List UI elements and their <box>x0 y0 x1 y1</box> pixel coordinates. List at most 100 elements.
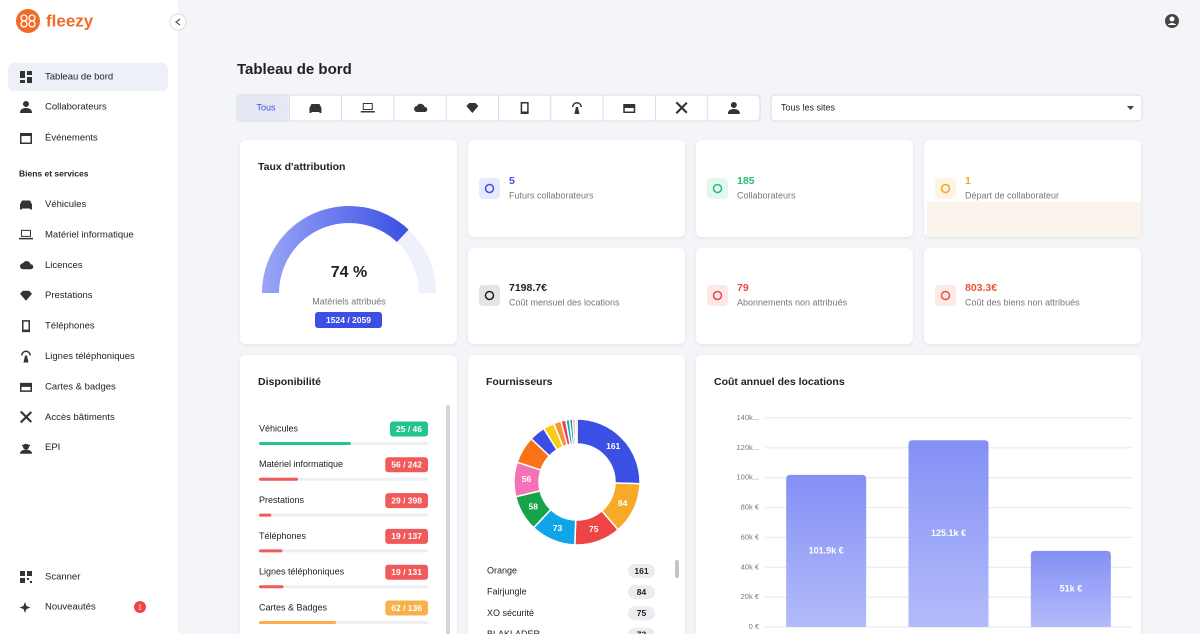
y-tick-label: 100k... <box>736 473 759 482</box>
availability-name: Véhicules <box>259 423 299 433</box>
nav-label[interactable]: Tableau de bord <box>45 72 113 83</box>
availability-name: Prestations <box>259 495 305 505</box>
card-title: Coût annuel des locations <box>714 376 845 388</box>
nav-icon <box>20 571 32 583</box>
availability-name: Lignes téléphoniques <box>259 567 345 577</box>
stat-value: 185 <box>737 175 755 187</box>
y-tick-label: 140k... <box>736 413 759 422</box>
page-title: Tableau de bord <box>237 61 352 78</box>
nav-label[interactable]: Événements <box>45 133 98 144</box>
site-select[interactable] <box>770 94 1143 122</box>
stat-icon <box>484 183 495 194</box>
stat-card <box>924 248 1141 344</box>
nav-label[interactable]: Licences <box>45 260 83 271</box>
nav-icon <box>22 320 30 333</box>
stat-label: Départ de collaborateur <box>965 190 1059 200</box>
suppliers-card <box>468 355 685 634</box>
tab-icon <box>414 103 428 113</box>
nav-label[interactable]: Véhicules <box>45 199 86 210</box>
stat-icon <box>484 290 495 301</box>
availability-pill <box>385 493 428 509</box>
donut-label: 56 <box>522 474 532 484</box>
availability-count: 62 / 136 <box>391 603 422 613</box>
availability-count: 19 / 131 <box>391 567 422 577</box>
gauge-caption: Matériels attribués <box>312 296 386 306</box>
bar-label: 51k € <box>1060 583 1083 593</box>
stat-icon <box>712 183 723 194</box>
stat-card <box>696 248 913 344</box>
availability-count: 25 / 46 <box>396 424 422 434</box>
availability-bar <box>259 621 337 624</box>
stat-label: Abonnements non attribués <box>737 297 848 307</box>
y-tick-label: 0 € <box>749 622 760 631</box>
tab-active-bg <box>237 95 289 121</box>
nav-label[interactable]: Matériel informatique <box>45 229 134 240</box>
availability-pill <box>390 421 428 437</box>
legend-count: 84 <box>637 587 647 597</box>
nav-label[interactable]: Cartes & badges <box>45 381 116 392</box>
nav-label[interactable]: Lignes téléphoniques <box>45 351 135 362</box>
bar <box>786 474 867 627</box>
availability-bar <box>259 477 299 481</box>
tab-icon <box>623 104 636 113</box>
nav-icon <box>20 101 32 113</box>
gauge-value: 74 % <box>331 264 367 281</box>
badge <box>134 601 146 613</box>
nav-icon <box>19 229 33 240</box>
y-tick-label: 120k... <box>736 443 759 452</box>
stat-value: 5 <box>509 175 515 187</box>
availability-count: 19 / 137 <box>391 531 422 541</box>
logo-text: fleezy <box>46 11 94 30</box>
user-avatar-body <box>1167 23 1177 25</box>
nav-icon <box>20 290 32 301</box>
collapse-button[interactable] <box>169 13 187 31</box>
stat-icon-bg <box>935 178 956 199</box>
availability-track <box>259 585 428 589</box>
nav-label[interactable]: Prestations <box>45 290 93 301</box>
tab-icon <box>309 104 322 113</box>
y-tick-label: 80k € <box>741 503 760 512</box>
attribution-card <box>240 140 457 344</box>
nav-label[interactable]: Téléphones <box>45 321 95 332</box>
donut-label: 58 <box>529 502 539 512</box>
availability-track <box>259 477 428 481</box>
availability-name: Cartes & Badges <box>259 602 328 612</box>
donut-label: 84 <box>618 498 628 508</box>
availability-name: Matériel informatique <box>259 459 343 469</box>
nav-icon <box>19 602 31 613</box>
stat-icon-bg <box>707 285 728 306</box>
scrollbar[interactable] <box>446 405 450 634</box>
donut-label: 161 <box>606 441 620 451</box>
select-caret <box>1127 106 1134 110</box>
availability-count: 56 / 242 <box>391 460 422 470</box>
legend-pill <box>628 606 655 621</box>
nav-section: Biens et services <box>19 168 89 178</box>
card-title: Taux d'attribution <box>258 161 345 173</box>
availability-bar <box>259 442 351 445</box>
tab-icon <box>727 102 740 114</box>
nav-label[interactable]: Scanner <box>45 572 80 583</box>
gauge-pill <box>315 312 382 328</box>
stat-label: Futurs collaborateurs <box>509 190 594 200</box>
nav-label[interactable]: Nouveautés <box>45 602 96 613</box>
cards <box>240 140 1141 634</box>
stat-value: 1 <box>965 175 971 187</box>
nav-label[interactable]: Collaborateurs <box>45 102 107 113</box>
badge-text: 1 <box>138 604 142 611</box>
legend-count: 161 <box>634 566 648 576</box>
nav-label[interactable]: EPI <box>45 442 60 453</box>
x-tick-label: 2025 <box>940 632 957 634</box>
bar <box>1030 550 1111 627</box>
nav-label[interactable]: Accès bâtiments <box>45 412 115 423</box>
stat-value: 79 <box>737 282 749 294</box>
scrollbar[interactable] <box>675 560 679 578</box>
card-title: Disponibilité <box>258 376 321 388</box>
legend-name: Orange <box>487 565 517 575</box>
stat-icon-bg <box>479 285 500 306</box>
availability-bar <box>259 549 283 553</box>
tab-all[interactable]: Tous <box>256 102 276 112</box>
x-tick-label: 2026 <box>1062 632 1079 634</box>
stat-icon <box>712 290 723 301</box>
